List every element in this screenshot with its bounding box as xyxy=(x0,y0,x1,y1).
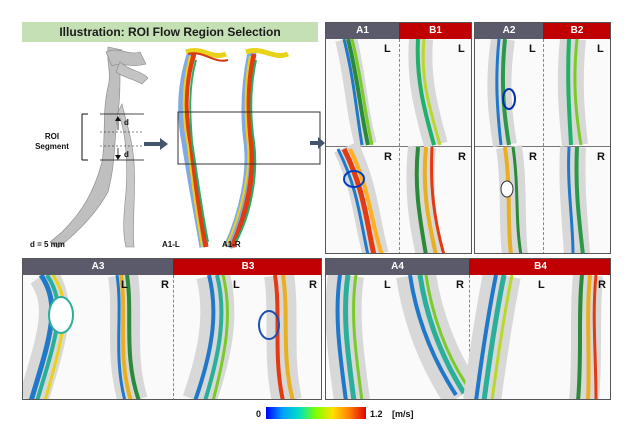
panel-header-A2: A2 xyxy=(475,23,543,39)
streamlines-A4-B4 xyxy=(326,275,603,399)
streamlines-A2-B2 xyxy=(475,39,610,253)
side-label-A1-bottom: R xyxy=(384,151,392,163)
roi-selection-box xyxy=(177,111,321,165)
model-left-label: A1-L xyxy=(162,240,180,249)
side-label-B1-top: L xyxy=(458,43,465,55)
side-label-B2-bottom: R xyxy=(597,151,605,163)
panel-header-B1: B1 xyxy=(399,23,471,39)
panel-header-B4: B4 xyxy=(469,259,610,275)
side-label-B2-top: L xyxy=(597,43,604,55)
side-label-B4-right: R xyxy=(598,279,606,291)
vessel-branch xyxy=(117,103,135,248)
side-label-B3-right: R xyxy=(309,279,317,291)
illustration-figure xyxy=(49,46,321,249)
streamlines-A3-B3 xyxy=(23,275,302,399)
colorbar-min: 0 xyxy=(256,409,262,419)
diameter-note: d = 5 mm xyxy=(30,240,65,249)
side-label-A3-right: R xyxy=(161,279,169,291)
panel-header-A3: A3 xyxy=(23,259,173,275)
streamline-model-left xyxy=(178,48,229,248)
panel-group-2: A2 B2 L L R R xyxy=(474,22,611,254)
roi-label-line2: Segment xyxy=(35,142,69,151)
panel-group-4: A4 B4 L R L R xyxy=(325,258,611,400)
panel-header-B2: B2 xyxy=(543,23,610,39)
side-label-A3-left: L xyxy=(121,279,128,291)
arrow-to-streamlines xyxy=(144,138,168,150)
illustration-title: Illustration: ROI Flow Region Selection xyxy=(22,22,318,42)
model-right-label: A1-R xyxy=(222,240,241,249)
roi-label-line1: ROI xyxy=(44,132,60,141)
panel-header-A4: A4 xyxy=(326,259,469,275)
side-label-A2-top: L xyxy=(529,43,536,55)
colorbar-max: 1.2 xyxy=(370,409,383,419)
colorbar-unit: [m/s] xyxy=(392,409,414,419)
side-label-A1-top: L xyxy=(384,43,391,55)
streamlines-A1-B1 xyxy=(326,39,471,253)
arrow-to-panels-icon xyxy=(310,137,325,149)
side-label-A4-right: R xyxy=(456,279,464,291)
side-label-B1-bottom: R xyxy=(458,151,466,163)
panel-header-B3: B3 xyxy=(173,259,321,275)
side-label-B3-left: L xyxy=(233,279,240,291)
panel-group-1: A1 B1 L L R R xyxy=(325,22,472,254)
colorbar xyxy=(266,407,366,419)
streamline-model-right xyxy=(223,48,289,249)
d-mark-top: d xyxy=(124,118,129,127)
side-label-A4-left: L xyxy=(384,279,391,291)
panel-group-3: A3 B3 L R L R xyxy=(22,258,322,400)
panel-header-A1: A1 xyxy=(326,23,399,39)
side-label-A2-bottom: R xyxy=(529,151,537,163)
d-mark-bottom: d xyxy=(124,150,129,159)
side-label-B4-left: L xyxy=(538,279,545,291)
